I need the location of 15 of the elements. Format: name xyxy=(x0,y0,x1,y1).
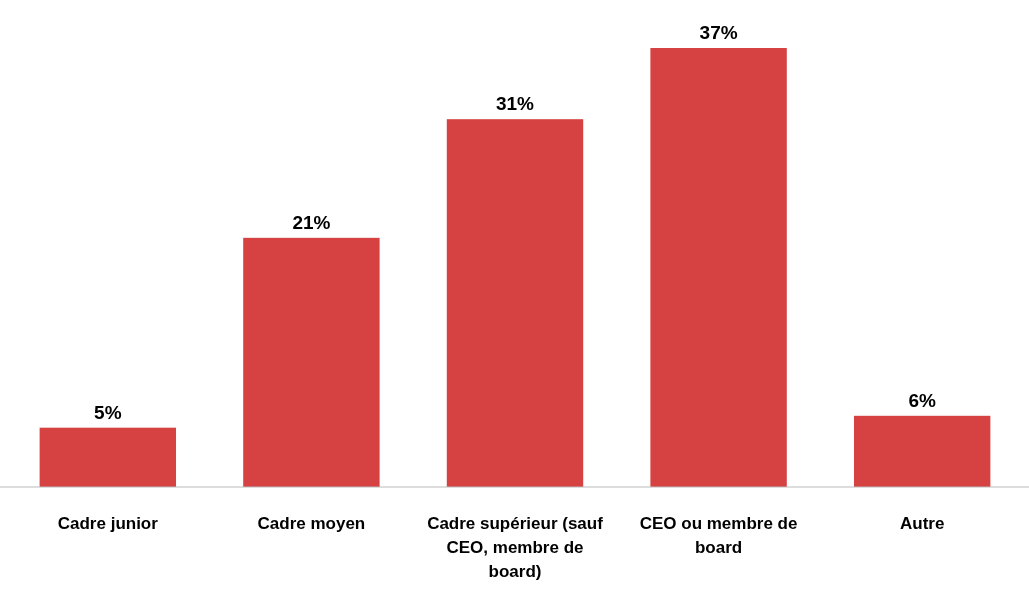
bar xyxy=(39,427,177,487)
data-label: 21% xyxy=(292,211,331,233)
bar xyxy=(243,237,380,487)
x-tick-label: Cadre supérieur (sauf CEO, membre de board) xyxy=(427,514,604,581)
bar xyxy=(446,119,584,487)
data-label: 6% xyxy=(908,389,937,411)
data-label: 31% xyxy=(495,93,535,115)
data-label: 37% xyxy=(699,22,738,43)
data-label: 5% xyxy=(94,401,122,423)
x-tick-label: Cadre moyen xyxy=(257,514,366,533)
bar xyxy=(650,48,787,487)
x-tick-label: CEO ou membre de board xyxy=(639,514,798,557)
x-tick-label: Autre xyxy=(899,514,945,533)
bar xyxy=(853,415,991,487)
x-tick-label: Cadre junior xyxy=(57,514,159,533)
